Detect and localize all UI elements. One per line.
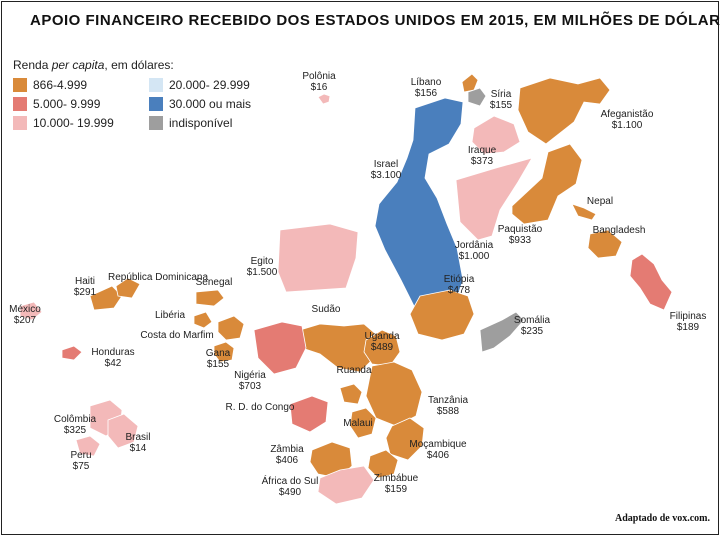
legend-swatch [149,116,163,130]
country-label: Haiti $291 [74,276,97,298]
legend-label: 866-4.999 [33,78,88,92]
legend-label: indisponível [169,116,233,130]
country-brasil [107,413,139,449]
country-tanzania [365,361,423,427]
country-label: Nepal [587,196,613,207]
country-label: Bangladesh [593,225,646,236]
country-label: Costa do Marfim [140,330,213,341]
country-iraque [471,115,521,155]
legend-label: 5.000- 9.999 [33,97,101,111]
country-senegal [195,289,225,307]
country-gana [213,341,235,363]
country-costa-do-marfim [217,315,245,341]
country-label: Brasil $14 [125,432,150,454]
country-filipinas [629,253,673,311]
country-label: República Dominicana [108,272,208,283]
country-label: Líbano $156 [411,77,442,99]
country-zimbabue [367,449,399,479]
country-honduras [61,345,83,361]
legend: Renda per capita, em dólares: 866-4.999 2… [13,58,299,130]
country-label: Libéria [155,310,185,321]
legend-items: 866-4.999 20.000- 29.999 5.000- 9.999 30.00… [13,78,299,130]
country-africa-do-sul [317,465,375,505]
country-label: Iraque $373 [468,145,497,167]
legend-swatch [13,97,27,111]
country-label: Peru $75 [70,450,91,472]
legend-swatch [13,78,27,92]
country-label: Moçambique $406 [409,439,467,461]
legend-swatch [149,78,163,92]
country-label: México $207 [9,304,41,326]
country-somalia [479,311,525,353]
country-etiopia [409,289,475,341]
country-jordania [455,157,533,241]
country-label: Zimbábue $159 [374,473,419,495]
country-label: Senegal [196,277,233,288]
legend-label: 20.000- 29.999 [169,78,250,92]
country-label: Afeganistão $1.100 [601,109,654,131]
legend-title-italic: per capita [51,58,105,72]
legend-item: 10.000- 19.999 [13,116,149,130]
country-label: Jordânia $1.000 [455,240,494,262]
country-labels: Polônia $16 Líbano $156 Síria $155 Afeganistão… [9,71,706,498]
country-liberia [193,311,213,329]
country-label: R. D. do Congo [226,402,295,413]
country-libano [461,73,479,93]
country-mexico [19,301,43,321]
country-label: Tanzânia $588 [428,395,468,417]
country-label: Etiópia $478 [444,274,475,296]
country-label: Uganda $489 [364,331,399,353]
legend-title-suffix: , em dólares: [104,58,174,72]
country-label: Honduras $42 [91,347,134,369]
legend-label: 10.000- 19.999 [33,116,114,130]
country-label: Nigéria $703 [234,370,266,392]
country-r-d-do-congo [289,395,329,433]
country-label: Síria $155 [490,89,513,111]
country-shapes [19,73,673,505]
country-nigeria [253,321,307,375]
country-siria [467,87,487,107]
country-label: África do Sul $490 [262,474,319,498]
country-label: Polônia $16 [302,71,336,93]
country-label: Somália $235 [514,315,551,337]
country-ruanda [339,383,363,405]
country-label: Ruanda [336,365,371,376]
legend-swatch [13,116,27,130]
legend-item: 866-4.999 [13,78,149,92]
country-afeganistao [517,77,611,145]
source-credit: Adaptado de vox.com. [614,513,710,524]
map-title: APOIO FINANCEIRO RECEBIDO DOS ESTADOS UN… [30,12,720,29]
legend-swatch [149,97,163,111]
country-egito [277,223,359,293]
country-label: Gana $155 [206,348,231,370]
legend-label: 30.000 ou mais [169,97,252,111]
legend-title: Renda per capita, em dólares: [13,58,299,72]
country-nepal [571,203,597,221]
country-paquistao [511,143,583,225]
legend-item: indisponível [149,116,299,130]
country-haiti [89,285,123,311]
legend-title-prefix: Renda [13,58,52,72]
country-bangladesh [587,229,623,259]
country-uganda [363,329,401,367]
country-polonia [317,93,331,105]
country-label: Zâmbia $406 [270,444,304,466]
country-malaui [349,407,377,439]
legend-item: 5.000- 9.999 [13,97,149,111]
country-label: Colômbia $325 [54,414,97,436]
country-label: Israel $3.100 [371,159,402,181]
country-label: Sudão [312,304,341,315]
legend-item: 20.000- 29.999 [149,78,299,92]
country-label: Malaui [343,418,372,429]
country-mocambique [385,417,425,461]
country-label: Filipinas $189 [670,311,707,333]
country-label: Egito $1.500 [247,256,278,278]
country-peru [75,435,101,457]
legend-item: 30.000 ou mais [149,97,299,111]
country-republica-dominicana [115,277,141,299]
country-label: Paquistão $933 [498,224,543,246]
